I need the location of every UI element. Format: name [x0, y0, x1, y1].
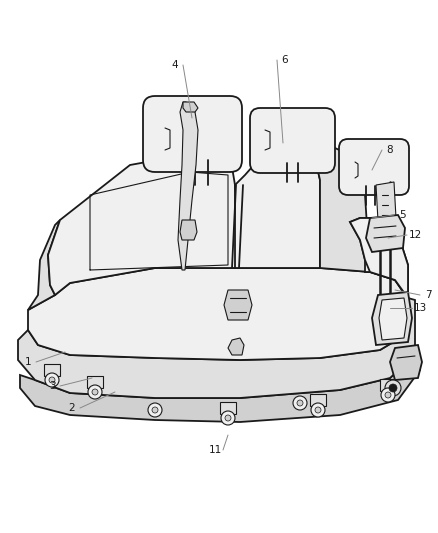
Polygon shape [20, 355, 420, 422]
Polygon shape [315, 148, 370, 272]
Text: 11: 11 [208, 445, 222, 455]
Circle shape [315, 407, 321, 413]
Circle shape [293, 396, 307, 410]
Circle shape [92, 389, 98, 395]
FancyBboxPatch shape [339, 139, 409, 195]
Text: 5: 5 [399, 210, 405, 220]
Polygon shape [376, 182, 396, 221]
Text: 8: 8 [387, 145, 393, 155]
Polygon shape [87, 376, 103, 388]
Polygon shape [183, 102, 198, 112]
Text: 3: 3 [49, 381, 55, 391]
Circle shape [389, 384, 397, 392]
Polygon shape [310, 394, 326, 406]
Polygon shape [390, 345, 422, 380]
Polygon shape [366, 215, 405, 252]
Polygon shape [28, 220, 60, 310]
Text: 4: 4 [172, 60, 178, 70]
Polygon shape [372, 292, 412, 345]
Text: 1: 1 [25, 357, 31, 367]
Text: 12: 12 [408, 230, 422, 240]
Polygon shape [18, 298, 415, 398]
Circle shape [221, 411, 235, 425]
Circle shape [45, 373, 59, 387]
Circle shape [381, 388, 395, 402]
Text: 7: 7 [425, 290, 431, 300]
Circle shape [297, 400, 303, 406]
Circle shape [88, 385, 102, 399]
Polygon shape [28, 268, 408, 360]
Polygon shape [224, 290, 252, 320]
Polygon shape [235, 145, 320, 268]
Polygon shape [220, 402, 236, 414]
Text: 6: 6 [282, 55, 288, 65]
Polygon shape [228, 338, 244, 355]
Polygon shape [178, 102, 198, 270]
Polygon shape [350, 218, 408, 298]
Circle shape [311, 403, 325, 417]
Circle shape [225, 415, 231, 421]
Polygon shape [379, 298, 407, 340]
Polygon shape [350, 218, 408, 298]
Polygon shape [180, 220, 197, 240]
Polygon shape [48, 148, 240, 295]
Circle shape [49, 377, 55, 383]
Polygon shape [44, 364, 60, 376]
Circle shape [148, 403, 162, 417]
Circle shape [152, 407, 158, 413]
Text: 2: 2 [69, 403, 75, 413]
FancyBboxPatch shape [250, 108, 335, 173]
Polygon shape [380, 379, 396, 391]
FancyBboxPatch shape [143, 96, 242, 172]
Text: 13: 13 [413, 303, 427, 313]
Circle shape [385, 392, 391, 398]
Circle shape [385, 380, 401, 396]
